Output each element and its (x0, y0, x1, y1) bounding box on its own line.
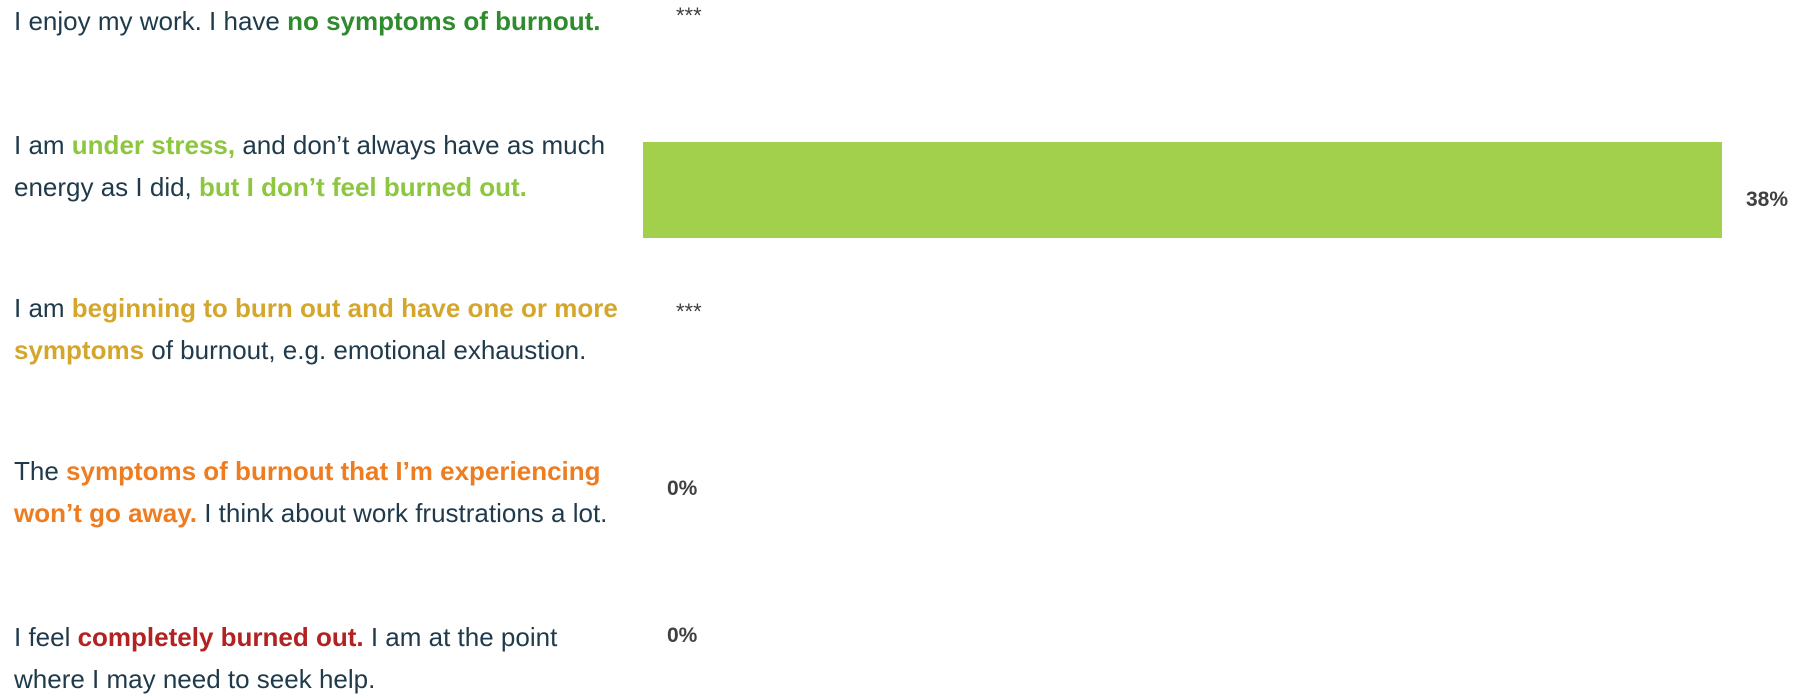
value-label: *** (676, 4, 702, 28)
value-label: 38% (1746, 188, 1788, 212)
category-label: I am under stress, and don’t always have… (14, 124, 624, 208)
value-label: 0% (667, 624, 697, 648)
label-segment: completely burned out. (78, 622, 364, 652)
category-label: I enjoy my work. I have no symptoms of b… (14, 0, 624, 42)
label-segment: I think about work frustrations a lot. (197, 498, 607, 528)
category-label: The symptoms of burnout that I’m experie… (14, 450, 624, 534)
label-segment: I am (14, 293, 72, 323)
value-label: *** (676, 300, 702, 324)
bar (643, 142, 1722, 238)
label-segment: I am (14, 130, 72, 160)
label-segment: I feel (14, 622, 78, 652)
label-segment: no symptoms of burnout. (287, 6, 600, 36)
value-label: 0% (667, 477, 697, 501)
label-segment: of burnout, e.g. emotional exhaustion. (144, 335, 586, 365)
label-segment: The (14, 456, 66, 486)
label-segment: under stress, (72, 130, 235, 160)
category-label: I feel completely burned out. I am at th… (14, 616, 624, 700)
label-segment: but I don’t feel burned out. (199, 172, 527, 202)
label-segment: I enjoy my work. I have (14, 6, 287, 36)
category-label: I am beginning to burn out and have one … (14, 287, 624, 371)
